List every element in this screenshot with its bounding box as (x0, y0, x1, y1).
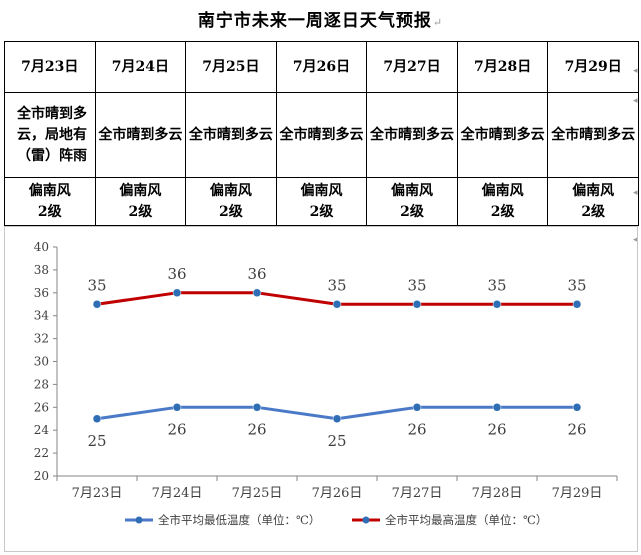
legend-marker (362, 516, 370, 524)
wind-direction: 偏南风 (28, 182, 71, 199)
data-point (332, 300, 342, 309)
y-tick-label: 32 (34, 332, 49, 346)
row-end-mark-icon: ◂ (633, 188, 638, 198)
weather-cell: 全市晴到多云 (456, 92, 549, 178)
page-title: 南宁市未来一周逐日天气预报↵ (197, 11, 444, 31)
data-point (172, 288, 182, 298)
y-tick-label: 40 (34, 240, 49, 254)
wind-level: 2级 (581, 203, 606, 220)
data-label: 26 (407, 420, 426, 438)
y-tick-label: 34 (34, 309, 50, 323)
paragraph-mark-icon: ↵ (432, 16, 444, 29)
x-tick-label: 7月29日 (552, 486, 603, 501)
y-tick-label: 20 (34, 469, 49, 483)
y-tick-label: 30 (34, 355, 49, 369)
y-tick-label: 36 (34, 286, 49, 300)
weather-cell: 全市晴到多云 (275, 92, 368, 178)
data-point (332, 414, 342, 423)
data-label: 35 (87, 276, 106, 294)
data-label: 35 (407, 276, 426, 294)
data-point (412, 403, 422, 412)
x-tick-label: 7月27日 (392, 486, 443, 501)
x-tick-label: 7月28日 (472, 486, 523, 501)
wind-cell: 偏南风 2级 (275, 177, 368, 226)
weather-row: 全市晴到多云，局地有（雷）阵雨 全市晴到多云 全市晴到多云 全市晴到多云 全市晴到多云全… (4, 92, 639, 178)
wind-direction: 偏南风 (209, 182, 252, 199)
data-point (92, 414, 102, 423)
wind-level: 2级 (400, 203, 424, 220)
data-point (252, 288, 262, 298)
y-tick-label: 26 (34, 400, 49, 414)
temperature-chart-frame: 20 22 24 26 28 30 32 34 36 38 40 7月23日 7月24日 7月25日 7月2… (4, 226, 638, 552)
date-cell: 7月28日 (456, 41, 549, 93)
row-end-mark-icon: ◂ (633, 235, 638, 245)
data-label: 26 (247, 420, 266, 438)
data-label: 25 (87, 432, 106, 450)
data-label: 26 (487, 420, 506, 438)
date-cell: 7月25日 (185, 41, 277, 93)
data-point (412, 300, 422, 309)
row-end-mark-icon: ◂ (633, 66, 638, 76)
row-end-mark-icon: ◂ (633, 96, 638, 106)
wind-cell: 偏南风 2级 (456, 177, 549, 226)
weather-cell: 全市晴到多云 (547, 92, 639, 178)
weather-cell: 全市晴到多云，局地有（雷）阵雨 (4, 92, 96, 178)
x-tick-label: 7月26日 (312, 486, 363, 501)
wind-level: 2级 (490, 203, 515, 220)
data-label: 36 (167, 265, 186, 283)
data-point (492, 300, 502, 309)
wind-cell: 偏南风 2级 (547, 177, 639, 226)
data-point (92, 300, 102, 309)
date-cell: 7月26日 (275, 41, 368, 93)
wind-cell: 偏南风 2级 (4, 177, 96, 226)
legend-marker (135, 516, 143, 524)
legend-label: 全市平均最高温度（单位：℃） (385, 513, 547, 527)
y-tick-label: 28 (34, 377, 49, 391)
y-tick-label: 22 (34, 446, 49, 460)
wind-level: 2级 (37, 203, 62, 220)
x-tick-label: 7月24日 (152, 486, 203, 501)
wind-cell: 偏南风 2级 (94, 177, 187, 226)
date-cell: 7月23日 (4, 41, 96, 93)
wind-cell: 偏南风 2级 (185, 177, 277, 226)
weather-cell: 全市晴到多云 (94, 92, 187, 178)
data-point (172, 403, 182, 412)
data-point (572, 403, 582, 412)
x-tick-label: 7月23日 (72, 486, 123, 501)
data-label: 35 (487, 276, 506, 294)
x-tick-label: 7月25日 (232, 486, 283, 501)
data-point (492, 403, 502, 412)
data-point (252, 403, 262, 412)
wind-level: 2级 (309, 203, 334, 220)
wind-row: 偏南风 2级 偏南风 2级 偏南风 2级 偏南风 2级 偏南风 2级 偏南风 2级 偏南风 2级 (4, 177, 639, 226)
legend-label: 全市平均最低温度（单位：℃） (158, 513, 320, 527)
data-label: 35 (327, 276, 346, 294)
data-label: 25 (327, 432, 346, 450)
wind-direction: 偏南风 (300, 182, 343, 199)
wind-direction: 偏南风 (119, 182, 162, 199)
weather-cell: 全市晴到多云 (185, 92, 277, 178)
temperature-line-chart: 20 22 24 26 28 30 32 34 36 38 40 7月23日 7月24日 7月25日 7月2… (34, 240, 618, 527)
date-cell: 7月24日 (94, 41, 187, 93)
data-point (572, 300, 582, 309)
wind-direction: 偏南风 (391, 182, 434, 199)
y-tick-label: 38 (34, 263, 49, 277)
wind-cell: 偏南风 2级 (366, 177, 458, 226)
date-cell: 7月27日 (366, 41, 458, 93)
wind-level: 2级 (128, 203, 153, 220)
weather-cell: 全市晴到多云 (366, 92, 458, 178)
y-tick-label: 24 (34, 423, 50, 437)
data-label: 26 (567, 420, 586, 438)
wind-direction: 偏南风 (572, 182, 615, 199)
data-label: 26 (167, 420, 186, 438)
data-label: 35 (567, 276, 586, 294)
wind-direction: 偏南风 (481, 182, 524, 199)
data-label: 36 (247, 265, 266, 283)
date-row: 7月23日 7月24日 7月25日 7月26日 7月27日 7月28日 7月29日 (4, 41, 639, 93)
forecast-table: 7月23日 7月24日 7月25日 7月26日 7月27日 7月28日 7月29日 全市晴到… (4, 41, 639, 226)
date-cell: 7月29日 (547, 41, 639, 93)
wind-level: 2级 (219, 203, 243, 220)
